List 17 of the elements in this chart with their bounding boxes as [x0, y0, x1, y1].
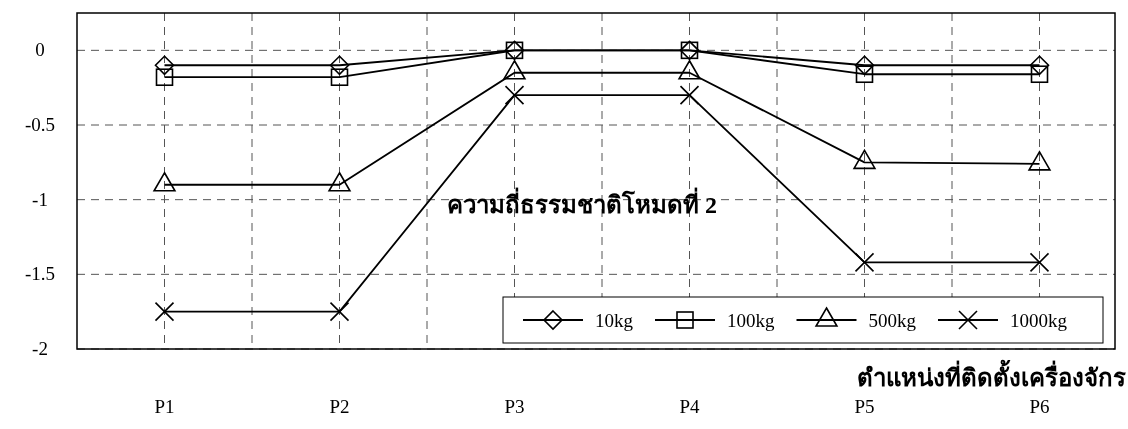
legend-label: 1000kg	[1010, 310, 1068, 331]
legend-label: 10kg	[595, 310, 634, 331]
x-tick-label: P1	[154, 396, 175, 417]
x-tick-label: P4	[679, 396, 701, 417]
y-tick-label: -0.5	[24, 114, 56, 135]
legend-label: 100kg	[727, 310, 775, 331]
x-tick-label: P6	[1029, 396, 1050, 417]
y-tick-label: -2	[32, 338, 48, 359]
x-tick-label: P3	[504, 396, 525, 417]
x-tick-label: P2	[329, 396, 350, 417]
y-tick-label: -1	[32, 188, 48, 210]
y-tick-label: 0	[35, 39, 45, 61]
x-tick-label: P5	[854, 396, 875, 417]
y-tick-label: -1.5	[24, 263, 56, 285]
annotation: ความถี่ธรรมชาติโหมดที่ 2	[447, 187, 717, 218]
legend-label: 500kg	[868, 310, 917, 331]
x-axis-title: ตำแหน่งที่ติดตั้งเครื่องจักร	[857, 359, 1126, 391]
